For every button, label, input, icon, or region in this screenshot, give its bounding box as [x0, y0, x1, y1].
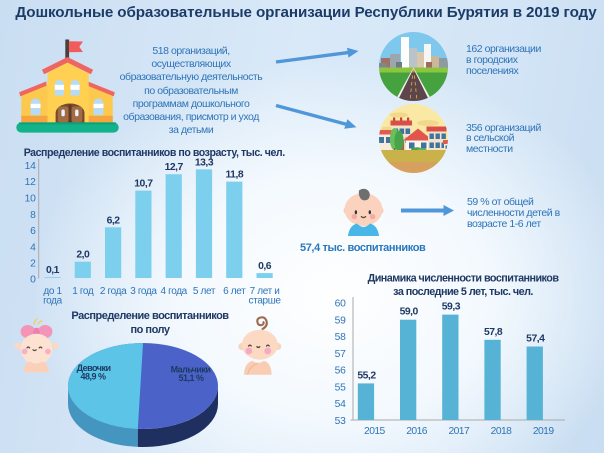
svg-text:года: года — [43, 296, 63, 307]
svg-text:8: 8 — [30, 210, 36, 221]
svg-text:51,1 %: 51,1 % — [178, 373, 204, 383]
svg-text:4 года: 4 года — [160, 286, 187, 297]
svg-text:2017: 2017 — [448, 426, 470, 437]
svg-text:57,8: 57,8 — [484, 327, 503, 338]
svg-text:13,3: 13,3 — [195, 157, 214, 168]
svg-text:до 1: до 1 — [43, 286, 62, 297]
svg-text:2,0: 2,0 — [76, 250, 90, 261]
svg-text:54: 54 — [335, 399, 346, 410]
svg-text:10: 10 — [25, 193, 36, 204]
svg-text:2016: 2016 — [406, 426, 428, 437]
svg-text:6,2: 6,2 — [107, 215, 121, 226]
svg-text:6: 6 — [30, 226, 36, 237]
svg-text:2: 2 — [30, 259, 36, 270]
svg-text:7 лет и: 7 лет и — [250, 286, 280, 297]
svg-text:59,0: 59,0 — [400, 307, 419, 318]
svg-text:Девочки: Девочки — [77, 363, 111, 373]
svg-text:2018: 2018 — [491, 426, 513, 437]
svg-text:14: 14 — [25, 161, 36, 172]
svg-text:55,2: 55,2 — [357, 370, 376, 381]
svg-text:57,4: 57,4 — [526, 334, 545, 345]
svg-text:Мальчики: Мальчики — [171, 364, 211, 374]
svg-text:2 года: 2 года — [100, 286, 127, 297]
svg-text:57: 57 — [335, 349, 346, 360]
svg-text:53: 53 — [335, 416, 346, 427]
svg-text:3 года: 3 года — [130, 286, 157, 297]
svg-text:1 год: 1 год — [72, 286, 94, 297]
svg-text:12: 12 — [25, 177, 36, 188]
svg-text:59: 59 — [335, 315, 346, 326]
svg-text:2015: 2015 — [364, 426, 386, 437]
svg-text:11,8: 11,8 — [225, 170, 243, 181]
svg-text:58: 58 — [335, 332, 346, 343]
svg-text:4: 4 — [30, 242, 36, 253]
svg-text:за последние 5 лет, тыс. чел.: за последние 5 лет, тыс. чел. — [393, 286, 533, 298]
svg-text:2019: 2019 — [533, 426, 555, 437]
svg-text:12,7: 12,7 — [165, 162, 184, 173]
svg-text:56: 56 — [335, 366, 346, 377]
svg-text:0: 0 — [30, 274, 36, 285]
svg-text:55: 55 — [335, 383, 346, 394]
svg-text:старше: старше — [249, 296, 282, 307]
svg-text:60: 60 — [335, 299, 346, 310]
svg-text:0,1: 0,1 — [46, 265, 60, 276]
svg-text:10,7: 10,7 — [134, 179, 153, 190]
svg-text:48,9 %: 48,9 % — [80, 372, 106, 382]
svg-text:59,3: 59,3 — [442, 302, 461, 313]
svg-text:0,6: 0,6 — [258, 261, 272, 272]
svg-text:Распределение воспитанников п: Распределение воспитанников по возрасту,… — [24, 147, 286, 159]
svg-text:Динамика численности воспитанн: Динамика численности воспитанников — [368, 273, 560, 285]
svg-text:5 лет: 5 лет — [193, 286, 216, 297]
svg-text:6 лет: 6 лет — [223, 286, 246, 297]
